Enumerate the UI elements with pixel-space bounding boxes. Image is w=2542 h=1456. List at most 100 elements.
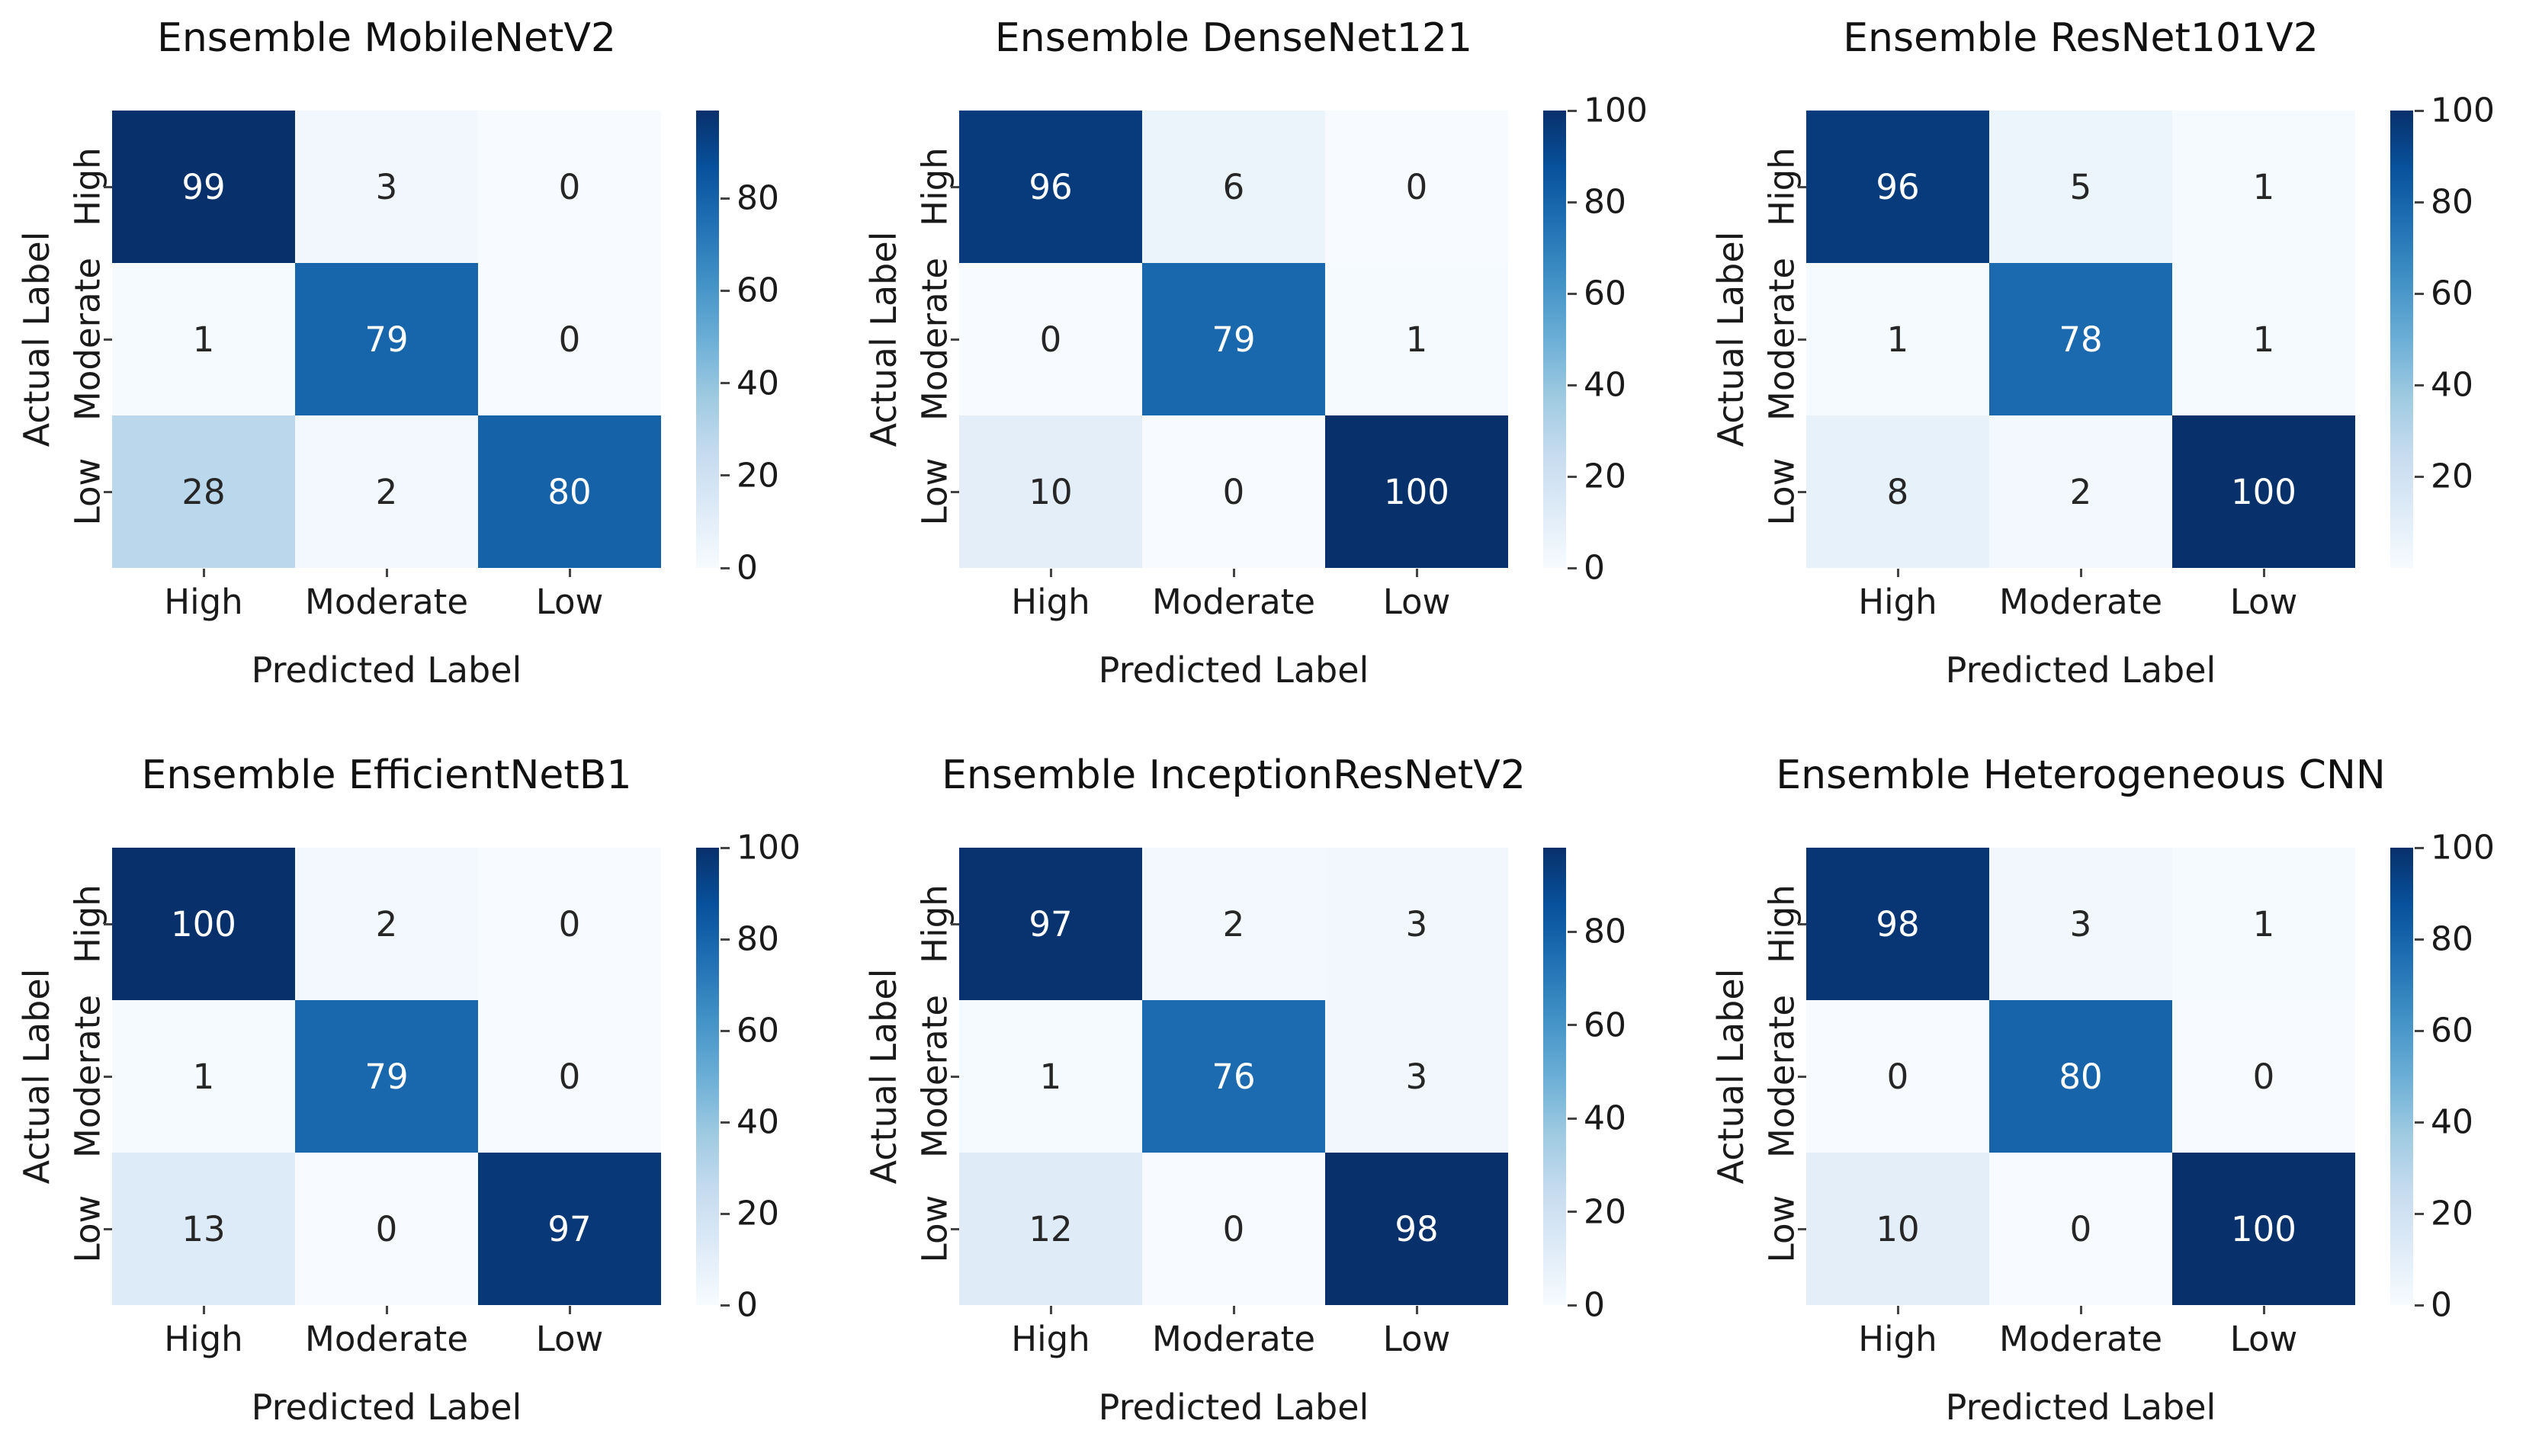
x-axis-label: Predicted Label — [1945, 1387, 2216, 1428]
colorbar-tick-mark — [721, 1121, 730, 1124]
x-tick-mark — [202, 1306, 205, 1314]
y-tick-label: Low — [67, 457, 108, 526]
x-tick-mark — [568, 569, 571, 577]
colorbar-tick-label: 80 — [2431, 919, 2473, 959]
heatmap-cell: 0 — [1142, 1153, 1325, 1305]
colorbar-tick-label: 40 — [737, 364, 779, 403]
cell-value: 99 — [181, 166, 226, 207]
colorbar-tick-mark — [1568, 475, 1577, 478]
colorbar-gradient — [2390, 848, 2413, 1305]
cell-value: 28 — [181, 471, 226, 512]
y-tick-mark — [951, 1227, 959, 1230]
heatmap-cell: 1 — [1806, 263, 1989, 415]
y-tick-mark — [104, 1075, 112, 1078]
heatmap-cell: 1 — [2172, 263, 2355, 415]
x-tick-label: High — [164, 582, 243, 622]
cell-value: 2 — [375, 903, 398, 944]
cell-value: 3 — [1405, 1056, 1428, 1097]
y-tick-mark — [951, 922, 959, 925]
y-tick-label: Moderate — [1761, 257, 1802, 422]
y-tick-label: Low — [914, 1195, 955, 1263]
x-tick-label: Low — [535, 582, 604, 622]
confusion-matrix-panel: Ensemble Heterogeneous CNN Actual Label … — [1694, 719, 2542, 1438]
x-tick-label: Low — [1382, 582, 1451, 622]
cell-value: 96 — [1876, 166, 1920, 207]
colorbar-tick-mark — [721, 1029, 730, 1032]
cell-value: 0 — [558, 903, 581, 944]
colorbar-tick-label: 20 — [2431, 1194, 2473, 1233]
y-axis-label: Actual Label — [863, 968, 904, 1185]
cell-value: 80 — [2059, 1056, 2103, 1097]
colorbar-tick-label: 0 — [2431, 1285, 2452, 1325]
colorbar-tick-mark — [2415, 383, 2424, 386]
x-tick-mark — [1896, 1306, 1899, 1314]
colorbar-tick-label: 20 — [2431, 457, 2473, 496]
x-tick-label: Moderate — [1998, 582, 2163, 622]
x-tick-mark — [1415, 569, 1418, 577]
heatmap-cell: 1 — [959, 1000, 1142, 1153]
x-tick-label: Low — [2229, 1319, 2298, 1359]
cell-value: 8 — [1886, 471, 1909, 512]
heatmap-cell: 100 — [2172, 1153, 2355, 1305]
heatmap-cell: 2 — [1142, 848, 1325, 1000]
heatmap-cell: 12 — [959, 1153, 1142, 1305]
colorbar-tick-label: 0 — [1584, 548, 1605, 588]
heatmap-cell: 5 — [1989, 111, 2172, 263]
heatmap-cell: 100 — [2172, 415, 2355, 568]
x-axis-label: Predicted Label — [251, 649, 522, 691]
colorbar-tick-mark — [721, 197, 730, 200]
cell-value: 0 — [1039, 319, 1062, 360]
heatmap-cell: 98 — [1325, 1153, 1508, 1305]
cell-value: 12 — [1029, 1208, 1073, 1249]
colorbar-tick-mark — [2415, 1121, 2424, 1124]
heatmap-cell: 2 — [1989, 415, 2172, 568]
colorbar-tick-label: 100 — [2431, 828, 2495, 868]
colorbar-tick-mark — [1568, 1117, 1577, 1120]
heatmap-cell: 80 — [478, 415, 661, 568]
colorbar-tick-label: 60 — [737, 271, 779, 310]
cell-value: 1 — [1405, 319, 1428, 360]
colorbar-tick-label: 100 — [737, 828, 801, 868]
heatmap-cell: 0 — [478, 263, 661, 415]
heatmap-cell: 1 — [1325, 263, 1508, 415]
cell-value: 96 — [1029, 166, 1073, 207]
cell-value: 0 — [1222, 1208, 1245, 1249]
x-tick-label: Moderate — [304, 582, 469, 622]
heatmap-cell: 3 — [1325, 848, 1508, 1000]
heatmap-cell: 0 — [1325, 111, 1508, 263]
heatmap-cell: 3 — [1989, 848, 2172, 1000]
chart-title: Ensemble Heterogeneous CNN — [1776, 752, 2386, 798]
y-tick-mark — [951, 1075, 959, 1078]
colorbar-tick-mark — [2415, 1212, 2424, 1215]
y-axis-label: Actual Label — [1710, 968, 1751, 1185]
chart-title: Ensemble EfficientNetB1 — [141, 752, 632, 798]
x-tick-mark — [1896, 569, 1899, 577]
heatmap-cell: 79 — [295, 263, 478, 415]
x-tick-mark — [385, 569, 388, 577]
x-tick-mark — [568, 1306, 571, 1314]
confusion-matrix-panel: Ensemble ResNet101V2 Actual Label 96 5 1 1 7… — [1694, 0, 2542, 719]
colorbar-tick-label: 40 — [1584, 1098, 1626, 1138]
heatmap-cell: 0 — [1142, 415, 1325, 568]
heatmap-cell: 79 — [295, 1000, 478, 1153]
heatmap-cell: 1 — [112, 263, 295, 415]
x-axis-label: Predicted Label — [1098, 649, 1369, 691]
x-tick-label: Moderate — [1998, 1319, 2163, 1359]
y-tick-mark — [104, 922, 112, 925]
heatmap-cell: 1 — [2172, 848, 2355, 1000]
cell-value: 100 — [171, 903, 236, 944]
heatmap-cell: 28 — [112, 415, 295, 568]
cell-value: 3 — [1405, 903, 1428, 944]
x-tick-label: High — [1858, 582, 1937, 622]
confusion-matrix-panel: Ensemble DenseNet121 Actual Label 96 6 0 0 7… — [847, 0, 1694, 719]
panel-inner: Ensemble InceptionResNetV2 Actual Label … — [847, 737, 1694, 1456]
cell-value: 2 — [1222, 903, 1245, 944]
colorbar-tick-label: 60 — [2431, 274, 2473, 313]
heatmap-cell: 0 — [1806, 1000, 1989, 1153]
cell-value: 78 — [2059, 319, 2103, 360]
heatmap-grid: 97 2 3 1 76 3 12 0 98 — [959, 848, 1508, 1305]
colorbar-gradient — [1543, 111, 1566, 568]
cell-value: 13 — [181, 1208, 226, 1249]
cell-value: 79 — [1212, 319, 1256, 360]
heatmap-cell: 97 — [959, 848, 1142, 1000]
